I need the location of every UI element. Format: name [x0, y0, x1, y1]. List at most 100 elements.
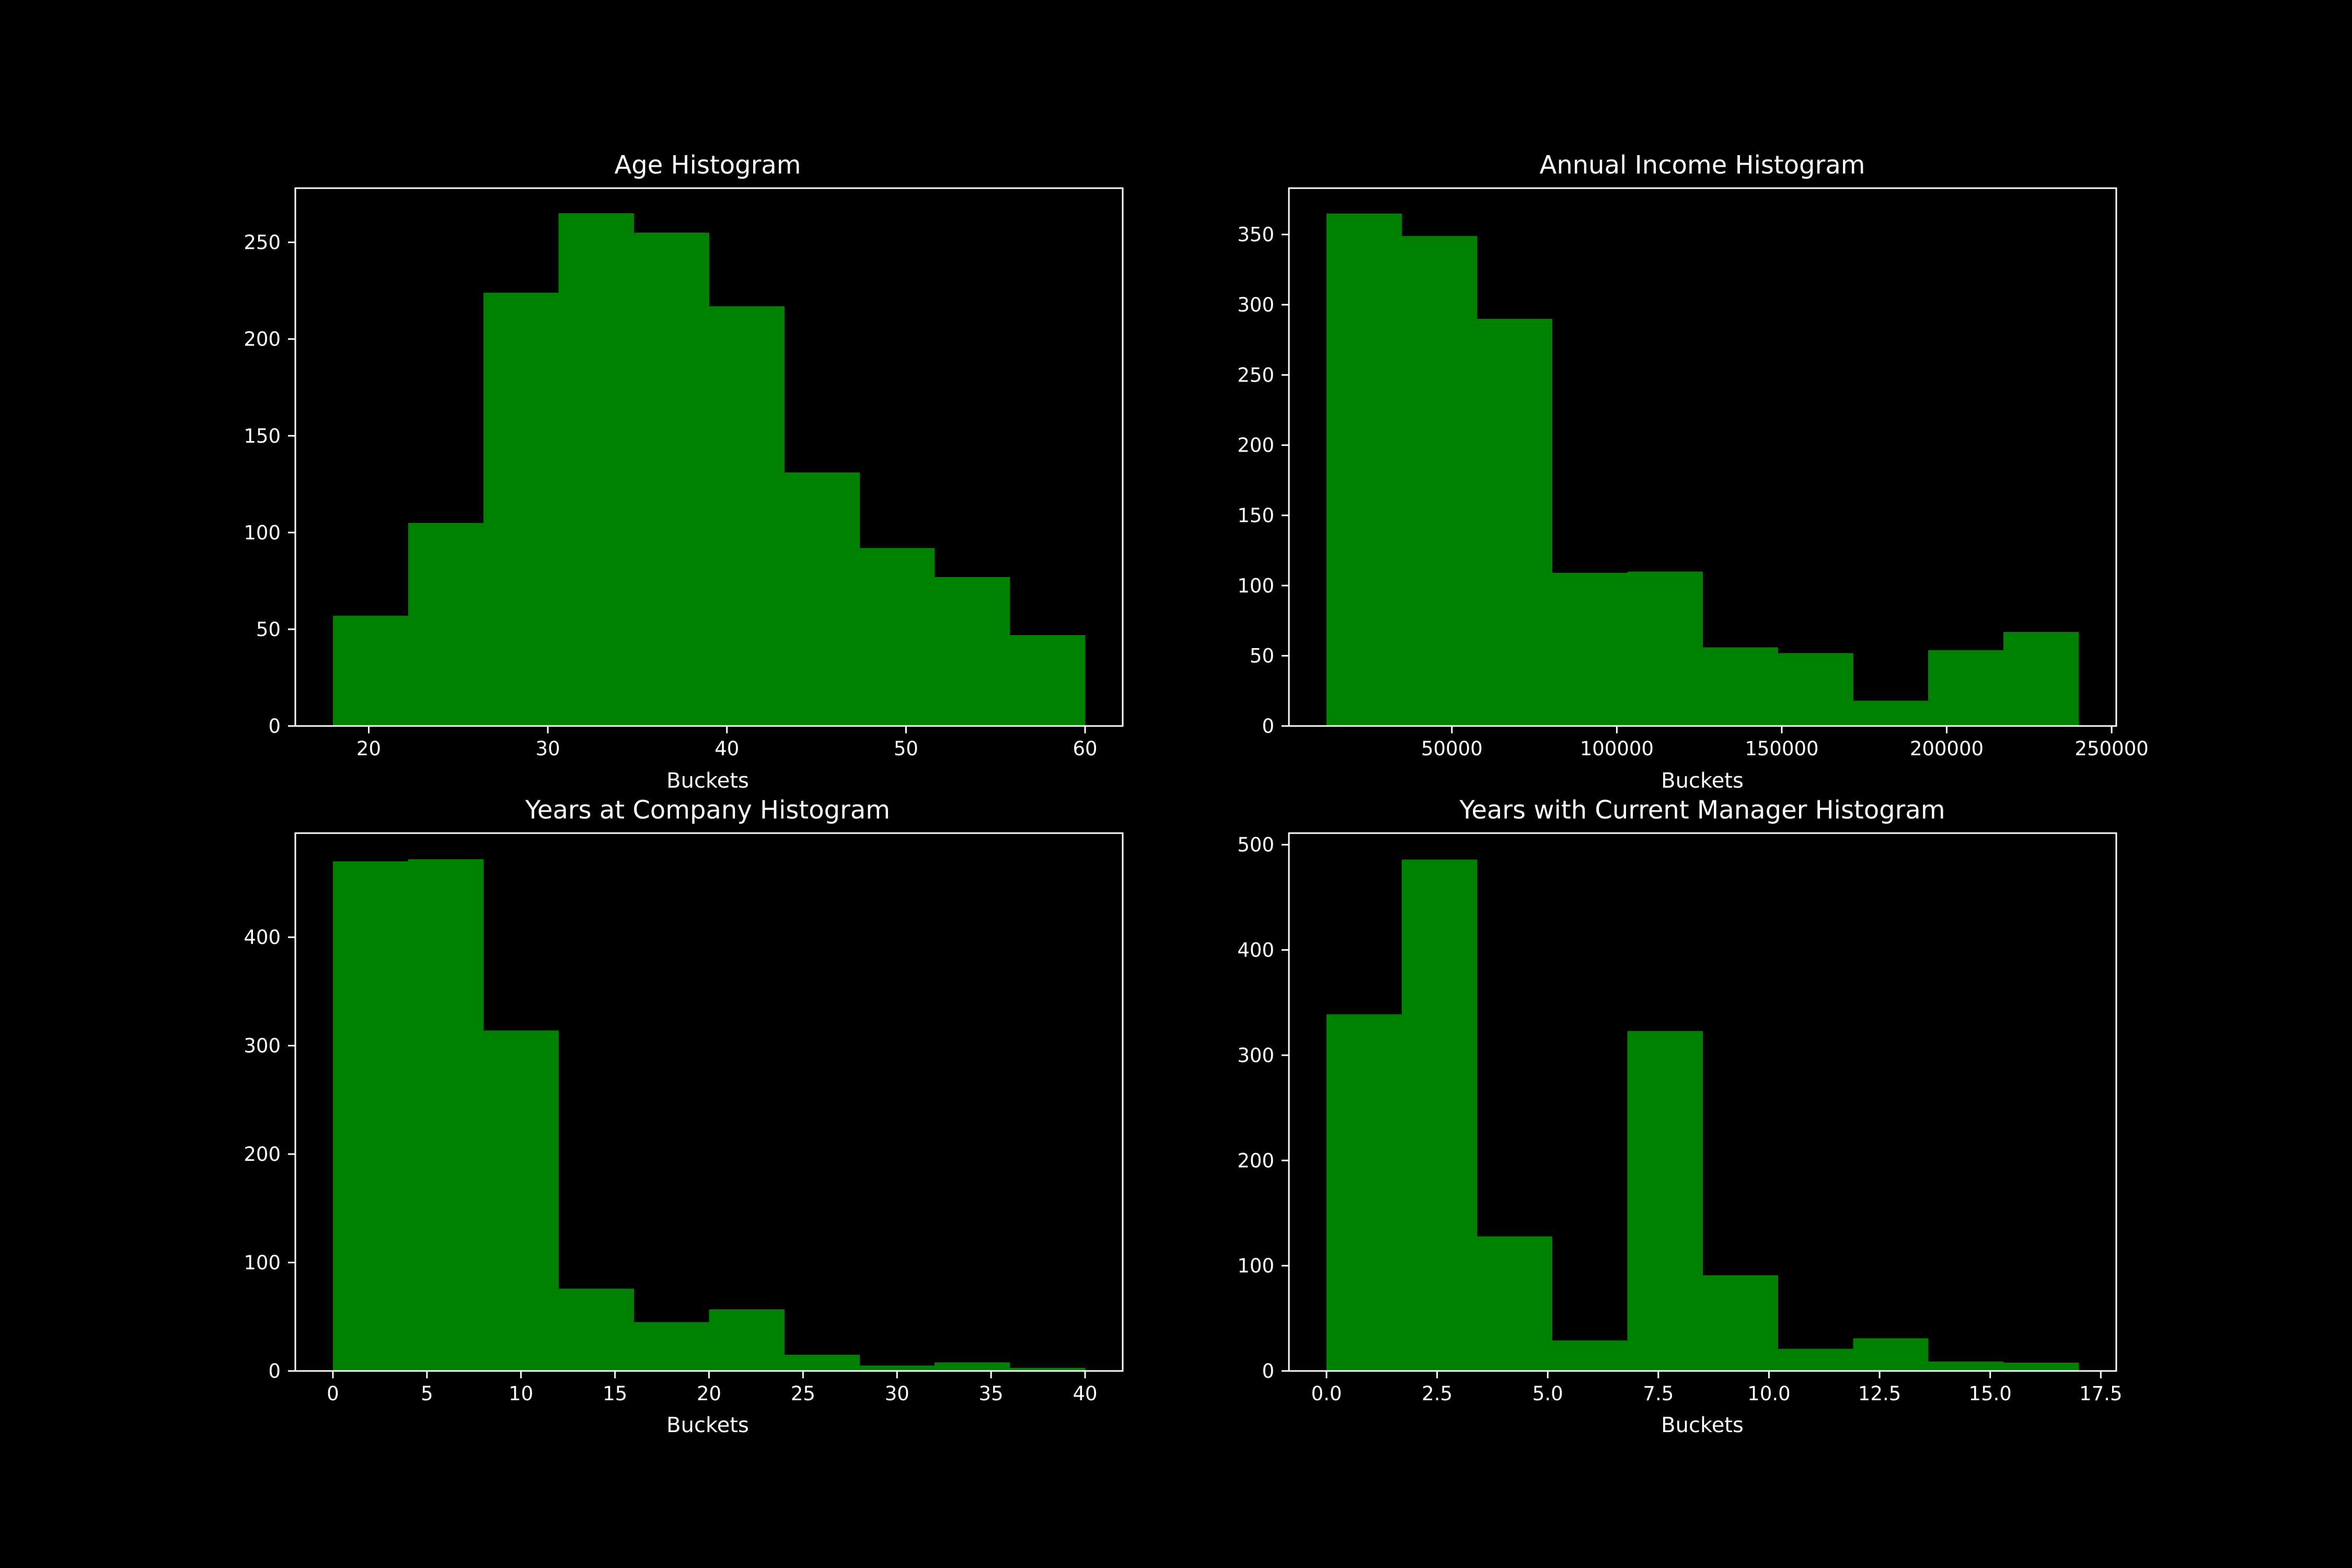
axis-ticks: 0.0 2.5 5.0 7.5 10.0 12.5 15.0 17.5 0 100 200 300 40…: [1237, 834, 2122, 1405]
histogram-bar: [1552, 1340, 1628, 1371]
x-tick-label: 5.0: [1532, 1382, 1563, 1405]
histogram-bar: [558, 213, 635, 726]
histogram-bar: [859, 1365, 935, 1371]
axis-ticks: 20 30 40 50 60 0 50 100 150 200 250: [244, 232, 1097, 760]
y-tick-label: 200: [244, 328, 281, 351]
x-tick-label: 12.5: [1858, 1382, 1901, 1405]
x-tick-label: 25: [791, 1382, 815, 1405]
y-tick-label: 400: [1237, 939, 1274, 962]
histogram-bar: [1853, 1338, 1929, 1371]
x-tick-label: 200000: [1910, 737, 1984, 760]
y-tick-label: 300: [244, 1035, 281, 1057]
histogram-bar: [483, 1030, 559, 1371]
histogram-bar: [935, 577, 1010, 726]
y-tick-label: 350: [1237, 224, 1274, 246]
x-tick-label: 0.0: [1311, 1382, 1342, 1405]
histogram-bar: [1401, 236, 1478, 727]
bars: [332, 859, 1086, 1371]
y-tick-label: 100: [244, 522, 281, 544]
histogram-bar: [1477, 1236, 1553, 1371]
x-tick-label: 20: [356, 737, 381, 760]
x-tick-label: 2.5: [1422, 1382, 1452, 1405]
x-axis-label: Buckets: [1661, 1413, 1744, 1437]
axis-ticks: 50000 100000 150000 200000 250000 0 50 100 150 20…: [1237, 224, 2148, 760]
bars: [1326, 213, 2079, 727]
y-tick-label: 150: [244, 425, 281, 447]
x-tick-label: 20: [697, 1382, 721, 1405]
bars: [1326, 859, 2079, 1371]
histogram-bar: [1010, 1367, 1086, 1371]
y-tick-label: 300: [1237, 294, 1274, 316]
histogram-bar: [408, 859, 484, 1371]
y-tick-label: 200: [244, 1143, 281, 1166]
subplot-title: Age Histogram: [614, 151, 801, 180]
x-tick-label: 15: [603, 1382, 627, 1405]
x-axis-label: Buckets: [666, 1413, 749, 1437]
y-tick-label: 250: [244, 232, 281, 254]
histogram-bar: [2003, 1362, 2079, 1371]
histogram-bar: [2003, 631, 2079, 726]
x-tick-label: 60: [1073, 737, 1097, 760]
x-tick-label: 40: [1073, 1382, 1097, 1405]
subplot-annual-income: Annual Income Histogram Buckets 50000 100…: [1237, 151, 2148, 793]
y-tick-label: 400: [244, 926, 281, 949]
y-tick-label: 500: [1237, 834, 1274, 856]
histogram-bar: [332, 616, 409, 726]
histogram-bar: [709, 1309, 785, 1371]
histogram-bar: [1401, 859, 1478, 1371]
histogram-bar: [633, 1322, 709, 1371]
histogram-bar: [1928, 650, 2004, 726]
x-tick-label: 5: [421, 1382, 433, 1405]
histogram-bar: [935, 1362, 1010, 1371]
x-tick-label: 250000: [2075, 737, 2149, 760]
y-tick-label: 50: [1250, 645, 1274, 667]
histogram-bar: [1326, 1014, 1402, 1371]
histogram-bar: [1778, 653, 1853, 726]
x-tick-label: 40: [714, 737, 739, 760]
subplot-title: Years with Current Manager Histogram: [1459, 795, 1945, 825]
x-tick-label: 50000: [1421, 737, 1483, 760]
x-tick-label: 10.0: [1747, 1382, 1790, 1405]
histogram-bar: [859, 548, 935, 726]
x-tick-label: 50: [894, 737, 918, 760]
subplot-years-at-company: Years at Company Histogram Buckets 0 5 10 1…: [244, 795, 1124, 1437]
histogram-bar: [1552, 573, 1628, 726]
histogram-bar: [1477, 318, 1553, 726]
histogram-bar: [408, 523, 484, 726]
axes-frame: [1288, 187, 2117, 727]
histogram-bar: [1778, 1348, 1853, 1371]
x-tick-label: 17.5: [2079, 1382, 2122, 1405]
y-tick-label: 50: [256, 618, 281, 641]
x-tick-label: 150000: [1745, 737, 1818, 760]
x-tick-label: 7.5: [1643, 1382, 1674, 1405]
y-tick-label: 100: [1237, 1255, 1274, 1277]
x-tick-label: 15.0: [1969, 1382, 2012, 1405]
histogram-bar: [1928, 1361, 2004, 1371]
axes-frame: [294, 187, 1124, 727]
histogram-bar: [1010, 635, 1086, 726]
subplot-years-with-manager: Years with Current Manager Histogram Buc…: [1237, 795, 2122, 1437]
y-tick-label: 0: [268, 1360, 281, 1382]
subplot-age: Age Histogram Buckets 20 30 40 50 60 0 50 100 15…: [244, 151, 1124, 793]
histogram-bar: [784, 472, 860, 726]
histogram-bar: [633, 233, 709, 726]
axes-frame: [294, 832, 1124, 1372]
y-tick-label: 100: [1237, 574, 1274, 597]
x-tick-label: 30: [885, 1382, 909, 1405]
axes-frame: [1288, 832, 2117, 1372]
histogram-bar: [1853, 700, 1929, 726]
histogram-bar: [1627, 1031, 1703, 1371]
x-tick-label: 10: [509, 1382, 533, 1405]
histogram-bar: [709, 306, 785, 726]
bars: [332, 213, 1086, 726]
x-tick-label: 35: [979, 1382, 1004, 1405]
histogram-bar: [1702, 647, 1778, 726]
y-tick-label: 300: [1237, 1044, 1274, 1067]
subplot-title: Annual Income Histogram: [1540, 151, 1865, 180]
histogram-bar: [1627, 571, 1703, 726]
x-axis-label: Buckets: [1661, 769, 1744, 793]
y-tick-label: 0: [1262, 715, 1274, 737]
y-tick-label: 0: [1262, 1360, 1274, 1382]
